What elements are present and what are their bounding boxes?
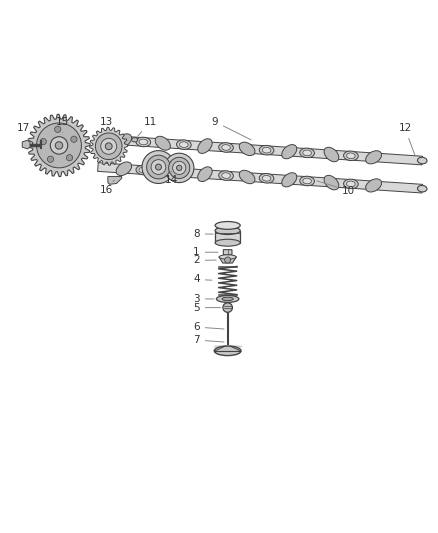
Ellipse shape [282,173,297,187]
Circle shape [225,257,231,263]
Circle shape [47,156,53,163]
Circle shape [55,142,63,149]
Ellipse shape [346,153,355,159]
Text: 12: 12 [398,123,415,155]
Polygon shape [219,257,236,263]
Polygon shape [90,127,128,165]
Circle shape [142,151,175,183]
Ellipse shape [366,151,381,164]
Polygon shape [28,114,90,176]
Circle shape [147,155,170,179]
Text: 9: 9 [212,117,251,140]
Ellipse shape [215,239,240,246]
Circle shape [177,165,182,171]
Polygon shape [108,176,122,184]
Ellipse shape [366,179,381,192]
Ellipse shape [116,162,131,175]
Circle shape [169,157,190,179]
Ellipse shape [198,139,212,154]
Ellipse shape [116,134,131,148]
Ellipse shape [216,295,239,302]
Text: 2: 2 [193,255,216,265]
Circle shape [71,136,77,142]
Text: 10: 10 [317,181,355,196]
Ellipse shape [300,176,314,186]
Circle shape [165,153,194,183]
Circle shape [223,303,233,312]
Ellipse shape [155,164,170,179]
Polygon shape [98,135,423,165]
Text: 15: 15 [56,117,69,132]
Ellipse shape [219,143,233,152]
Ellipse shape [324,147,339,161]
Ellipse shape [136,137,151,147]
Ellipse shape [214,346,241,356]
Text: 13: 13 [100,117,113,134]
Circle shape [173,161,186,174]
Circle shape [50,136,68,154]
Ellipse shape [300,148,314,158]
Circle shape [67,155,73,161]
Circle shape [55,126,61,132]
Ellipse shape [303,150,311,156]
Ellipse shape [259,174,274,183]
Ellipse shape [262,147,271,153]
Ellipse shape [180,170,188,175]
Circle shape [101,138,117,154]
Ellipse shape [177,140,191,149]
Ellipse shape [239,142,255,156]
Text: 7: 7 [193,335,224,345]
Ellipse shape [346,181,355,187]
Ellipse shape [222,144,230,150]
Ellipse shape [132,138,138,142]
Ellipse shape [155,136,170,150]
Ellipse shape [262,175,271,181]
Ellipse shape [343,151,358,160]
Ellipse shape [417,157,427,164]
Text: 3: 3 [193,294,214,304]
Text: 6: 6 [193,322,224,332]
Ellipse shape [222,173,230,179]
Ellipse shape [259,146,274,155]
Ellipse shape [198,167,212,182]
Ellipse shape [219,255,236,259]
Ellipse shape [219,171,233,180]
Ellipse shape [343,179,358,189]
Polygon shape [22,140,30,149]
Circle shape [155,164,162,170]
Ellipse shape [239,170,255,184]
Ellipse shape [282,144,297,159]
FancyBboxPatch shape [223,249,232,255]
Ellipse shape [215,222,240,229]
Text: 17: 17 [17,123,30,140]
Text: 4: 4 [193,274,212,285]
Text: 14: 14 [165,172,178,185]
Text: 16: 16 [100,180,114,195]
Polygon shape [215,231,240,243]
Circle shape [105,143,112,150]
Ellipse shape [136,165,151,175]
Ellipse shape [303,178,311,184]
Circle shape [40,139,46,145]
Text: 5: 5 [193,303,221,312]
Ellipse shape [177,168,191,177]
Ellipse shape [180,142,188,148]
Circle shape [151,160,166,174]
Ellipse shape [215,227,240,235]
Circle shape [95,133,122,159]
Ellipse shape [324,175,339,190]
Circle shape [37,123,81,168]
Ellipse shape [139,167,148,173]
Text: 1: 1 [193,247,218,257]
Polygon shape [98,163,423,193]
Ellipse shape [139,139,148,145]
Ellipse shape [417,185,427,192]
Ellipse shape [222,297,233,301]
Text: 8: 8 [193,229,213,239]
Text: 11: 11 [138,117,157,136]
